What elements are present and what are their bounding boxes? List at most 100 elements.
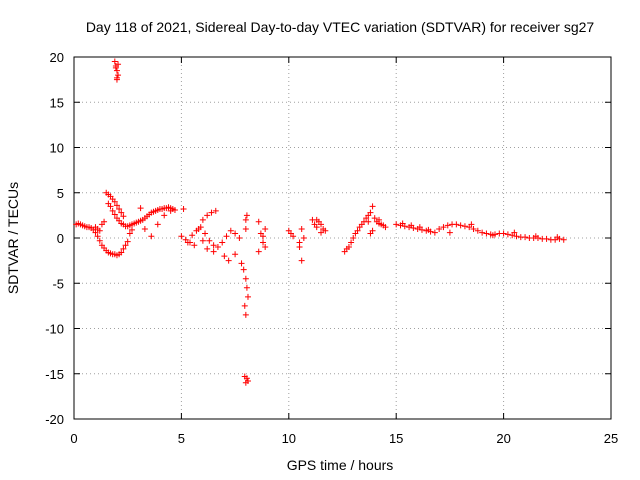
data-point — [399, 220, 406, 227]
data-point — [504, 231, 511, 238]
data-point — [189, 232, 196, 239]
data-point — [440, 224, 447, 231]
data-point — [298, 225, 305, 232]
data-point — [92, 229, 99, 236]
data-point — [348, 239, 355, 246]
data-point — [212, 207, 219, 214]
data-point — [382, 224, 389, 231]
data-point — [298, 257, 305, 264]
data-point — [474, 227, 481, 234]
data-point — [120, 245, 127, 252]
y-tick-label: 10 — [50, 141, 64, 156]
data-point — [118, 209, 125, 216]
data-point — [554, 234, 561, 241]
x-tick-label: 25 — [604, 431, 618, 446]
data-point — [116, 206, 123, 213]
data-point — [112, 64, 119, 71]
data-point — [376, 216, 383, 223]
data-point — [425, 226, 432, 233]
data-point — [232, 230, 239, 237]
data-point — [167, 207, 174, 214]
y-tick-label: -10 — [45, 322, 64, 337]
data-point — [408, 222, 415, 229]
data-point — [171, 206, 178, 213]
data-point — [345, 244, 352, 251]
data-point — [242, 311, 249, 318]
x-axis-label: GPS time / hours — [287, 457, 394, 473]
x-tick-label: 10 — [282, 431, 296, 446]
data-point — [444, 222, 451, 229]
data-point — [242, 379, 249, 386]
data-point — [148, 233, 155, 240]
data-point — [111, 58, 118, 65]
data-point — [111, 211, 118, 218]
data-point — [241, 373, 248, 380]
data-point — [113, 74, 120, 81]
y-axis-ticks: -20 -15 -10 -5 0 5 10 15 20 — [45, 50, 611, 427]
data-point — [101, 218, 108, 225]
data-point — [309, 216, 316, 223]
y-tick-label: -5 — [52, 276, 64, 291]
data-point — [115, 72, 122, 79]
data-point — [199, 237, 206, 244]
data-point — [367, 209, 374, 216]
data-point — [260, 239, 267, 246]
data-point — [126, 230, 133, 237]
data-point — [120, 213, 127, 220]
data-point — [255, 218, 262, 225]
data-point — [300, 235, 307, 241]
data-point — [191, 242, 198, 249]
plot-frame — [73, 56, 612, 420]
data-point — [242, 216, 249, 223]
data-point — [204, 245, 211, 252]
data-point — [111, 198, 118, 205]
data-point — [232, 251, 239, 258]
data-point — [184, 239, 191, 246]
data-points — [73, 58, 567, 386]
data-point — [262, 244, 269, 251]
data-point — [243, 284, 250, 291]
y-tick-label: -20 — [45, 412, 64, 427]
data-point — [318, 221, 325, 228]
data-point — [141, 225, 148, 232]
data-point — [118, 249, 125, 256]
data-point — [365, 218, 372, 225]
data-point — [96, 237, 103, 244]
data-point — [479, 229, 486, 236]
data-point — [204, 212, 211, 219]
data-point — [236, 235, 243, 241]
data-point — [453, 221, 460, 228]
data-point — [208, 209, 215, 216]
data-point — [193, 227, 200, 234]
data-point — [489, 232, 496, 239]
data-point — [128, 226, 135, 233]
data-point — [313, 224, 320, 231]
data-point — [369, 203, 376, 210]
data-point — [225, 257, 232, 264]
data-point — [242, 275, 249, 282]
data-point — [468, 221, 475, 228]
x-tick-label: 20 — [496, 431, 510, 446]
data-point — [436, 225, 443, 232]
data-point — [522, 234, 529, 241]
data-point — [210, 242, 217, 249]
data-point — [197, 224, 204, 231]
data-point — [416, 224, 423, 231]
data-point — [500, 230, 507, 237]
data-point — [124, 238, 131, 245]
data-point — [350, 235, 357, 241]
data-point — [214, 244, 221, 251]
data-point — [180, 206, 187, 213]
chart-title: Day 118 of 2021, Sidereal Day-to-day VTE… — [86, 19, 595, 35]
data-point — [461, 223, 468, 230]
y-axis-label: SDTVAR / TECUs — [5, 182, 21, 294]
data-point — [238, 260, 245, 267]
grid-lines — [74, 57, 611, 419]
data-point — [223, 233, 230, 240]
data-point — [262, 225, 269, 232]
data-point — [113, 67, 120, 74]
data-point — [560, 236, 567, 243]
data-point — [109, 207, 116, 214]
y-tick-label: -15 — [45, 367, 64, 382]
data-point — [296, 244, 303, 251]
